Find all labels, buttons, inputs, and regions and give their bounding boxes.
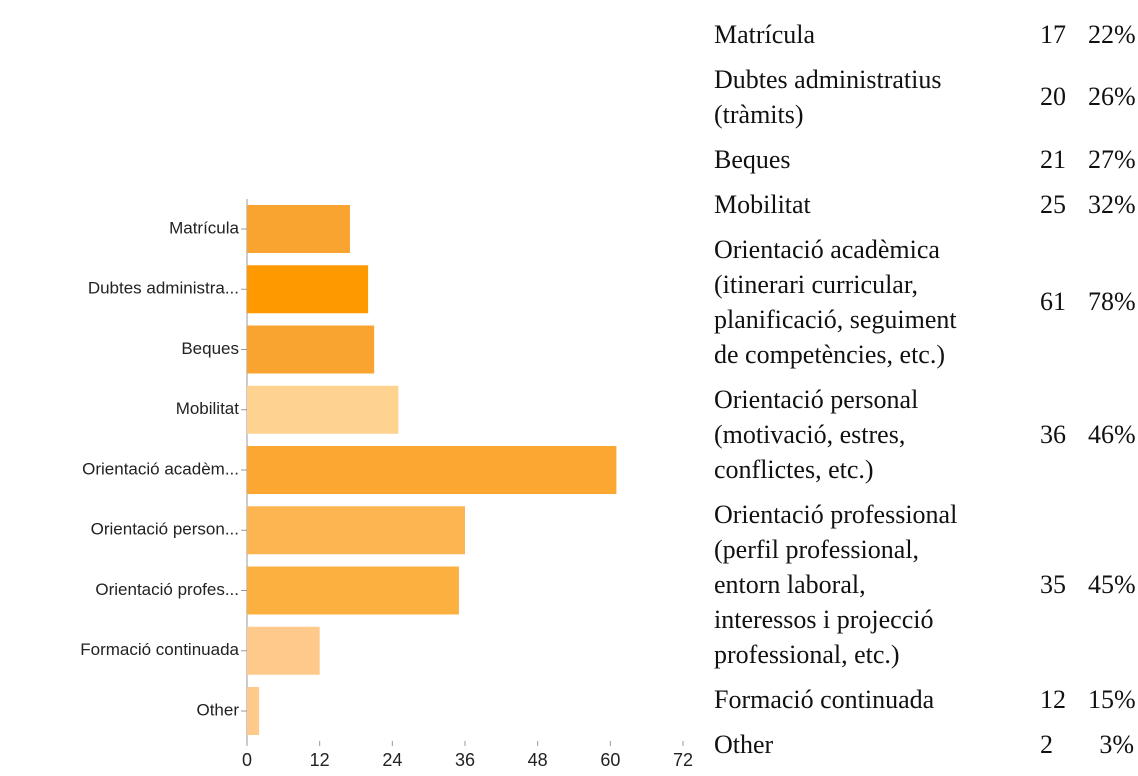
row-percent: 26%	[1088, 82, 1136, 111]
y-tick-label: Orientació profes...	[95, 580, 239, 599]
bar	[247, 446, 617, 494]
label-line: Orientació personal	[714, 385, 919, 414]
row-label: Matrícula	[714, 17, 1040, 52]
row-percent: 27%	[1088, 144, 1136, 174]
label-line: Formació continuada	[714, 685, 935, 714]
row-label: Beques	[714, 142, 1040, 177]
row-percent: 46%	[1088, 419, 1136, 449]
label-line: Dubtes administratius	[714, 65, 942, 94]
y-tick-label: Dubtes administra...	[88, 279, 239, 298]
x-tick-label: 0	[242, 750, 252, 770]
row-count: 61	[1040, 287, 1066, 316]
row-count: 2	[1040, 729, 1053, 759]
row-count: 17	[1040, 19, 1066, 49]
row-percent: 22%	[1088, 19, 1136, 49]
bar	[247, 325, 375, 374]
bar	[247, 385, 399, 434]
row-count: 20	[1040, 82, 1066, 111]
label-line: interessos i projecció	[714, 605, 934, 634]
x-tick-label: 12	[310, 750, 330, 770]
bar	[247, 687, 260, 735]
row-percent: 3%	[1099, 729, 1134, 759]
x-tick-label: 60	[600, 750, 620, 770]
table-row: Orientació acadèmica (itinerari curricula…	[714, 227, 1136, 377]
bar	[247, 626, 320, 675]
y-tick-label: Matrícula	[169, 218, 239, 237]
label-line: (perfil professional,	[714, 535, 920, 564]
label-line: (tràmits)	[714, 100, 804, 129]
row-count: 36	[1040, 419, 1066, 449]
label-line: professional, etc.)	[714, 640, 900, 669]
row-count: 12	[1040, 684, 1066, 714]
label-line: Mobilitat	[714, 190, 811, 219]
table-row: Other 2 3%	[714, 722, 1134, 767]
table-row: Orientació personal (motivació, estres, co…	[714, 377, 1136, 492]
row-label: Mobilitat	[714, 187, 1040, 222]
x-tick-label: 24	[382, 750, 402, 770]
row-percent: 32%	[1088, 189, 1136, 219]
y-tick-label: Orientació person...	[91, 520, 239, 539]
table-row: Formació continuada 12 15%	[714, 677, 1136, 722]
row-label: Orientació acadèmica (itinerari curricula…	[714, 232, 1040, 372]
row-count: 35	[1040, 569, 1066, 599]
table-row: Dubtes administratius (tràmits) 20 26%	[714, 57, 1136, 137]
row-count: 25	[1040, 189, 1066, 219]
row-percent: 78%	[1088, 287, 1136, 316]
bar	[247, 205, 350, 253]
bar	[247, 265, 369, 314]
label-line: Matrícula	[714, 20, 816, 49]
y-tick-label: Other	[196, 700, 239, 719]
x-tick-label: 36	[455, 750, 475, 770]
label-line: (motivació, estres,	[714, 420, 906, 449]
row-percent: 15%	[1088, 684, 1136, 714]
chart: 0 12 24 36 48 60 72 Matrícula Dubtes administra.…	[80, 199, 693, 770]
x-tick-label: 48	[528, 750, 548, 770]
y-tick-label: Mobilitat	[176, 399, 240, 418]
row-count: 21	[1040, 144, 1066, 174]
row-percent: 45%	[1088, 569, 1136, 599]
label-line: Orientació professional	[714, 500, 958, 529]
table-row: Matrícula 17 22%	[714, 12, 1136, 57]
label-line: conflictes, etc.)	[714, 455, 874, 484]
table-row: Orientació professional (perfil professio…	[714, 492, 1136, 677]
bar	[247, 566, 459, 615]
label-line: de competències, etc.)	[714, 340, 945, 369]
table-row: Beques 21 27%	[714, 137, 1136, 182]
y-tick-label: Orientació acadèm...	[82, 459, 239, 478]
table-row: Mobilitat 25 32%	[714, 182, 1136, 227]
y-tick-label: Beques	[181, 339, 239, 358]
label-line: Other	[714, 730, 774, 759]
label-line: (itinerari curricular,	[714, 270, 918, 299]
bar	[247, 506, 465, 555]
y-tick-label: Formació continuada	[80, 640, 239, 659]
row-label: Dubtes administratius (tràmits)	[714, 62, 1040, 132]
label-line: Beques	[714, 145, 791, 174]
row-label: Orientació personal (motivació, estres, co…	[714, 382, 1040, 487]
label-line: entorn laboral,	[714, 570, 866, 599]
row-label: Formació continuada	[714, 682, 1040, 717]
row-label: Other	[714, 727, 1040, 762]
summary-table: Matrícula 17 22% Dubtes administratius (tràm…	[714, 12, 1136, 767]
row-label: Orientació professional (perfil professio…	[714, 497, 1040, 672]
label-line: Orientació acadèmica	[714, 235, 940, 264]
x-tick-label: 72	[673, 750, 693, 770]
label-line: planificació, seguiment	[714, 305, 957, 334]
